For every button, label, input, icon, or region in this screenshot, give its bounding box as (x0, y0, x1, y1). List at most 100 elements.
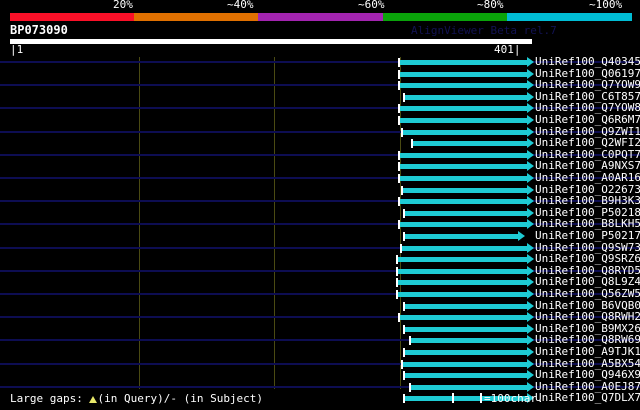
hit-label[interactable]: UniRef100_B8LKH5 (535, 217, 640, 231)
hit-bar[interactable] (400, 106, 527, 112)
hit-row[interactable]: UniRef100_Q8L9Z4 (0, 275, 640, 289)
hit-row[interactable]: UniRef100_Q9SW73 (0, 240, 640, 255)
hit-row[interactable]: UniRef100_C0PQT7 (0, 147, 640, 162)
hit-row[interactable]: UniRef100_Q6R6M7 (0, 113, 640, 127)
hit-label[interactable]: UniRef100_Q8L9Z4 (535, 275, 640, 289)
hit-bar[interactable] (400, 222, 527, 228)
hit-bar[interactable] (400, 164, 527, 170)
hit-label[interactable]: UniRef100_Q946X9 (535, 368, 640, 382)
hit-bar[interactable] (405, 94, 527, 100)
hit-label[interactable]: UniRef100_Q06197 (535, 66, 640, 80)
hit-label[interactable]: UniRef100_B6VQB0 (535, 298, 640, 312)
hit-label[interactable]: UniRef100_C0PQT7 (535, 147, 640, 161)
row-baseline (0, 385, 640, 388)
hit-bar[interactable] (400, 60, 527, 65)
hit-bar[interactable] (405, 373, 527, 379)
hit-bar[interactable] (398, 292, 527, 297)
hit-bar[interactable] (405, 350, 527, 355)
hit-label[interactable]: UniRef100_Q9SRZ6 (535, 252, 640, 266)
hit-row[interactable]: UniRef100_Q7YOW8 (0, 101, 640, 115)
hit-label[interactable]: UniRef100_Q6R6M7 (535, 113, 640, 126)
hit-row[interactable]: UniRef100_P50218 (0, 205, 640, 220)
hit-bar[interactable] (400, 83, 527, 89)
hit-label[interactable]: UniRef100_A0EJ87 (535, 379, 640, 393)
hit-label[interactable]: UniRef100_Q7YOW9 (535, 78, 640, 92)
hit-row[interactable]: UniRef100_Q7YOW9 (0, 78, 640, 92)
hit-label[interactable]: UniRef100_Q7DLX7 (535, 391, 640, 405)
hit-row[interactable]: UniRef100_B8LKH5 (0, 217, 640, 231)
hit-row[interactable]: UniRef100_A0AR16 (0, 171, 640, 185)
hit-bar[interactable] (405, 303, 527, 309)
hit-row[interactable]: UniRef100_B9H3K3 (0, 194, 640, 208)
hit-start-tick (403, 92, 405, 102)
hit-label[interactable]: UniRef100_Q8RW69 (535, 333, 640, 347)
hit-row[interactable]: UniRef100_A5BX54 (0, 356, 640, 371)
hit-label[interactable]: UniRef100_Q8RWH2 (535, 310, 640, 324)
hit-label[interactable]: UniRef100_O22673 (535, 182, 640, 196)
hit-row[interactable]: UniRef100_P50217 (0, 229, 640, 243)
row-baseline (0, 316, 640, 319)
hit-label[interactable]: UniRef100_B9MX26 (535, 321, 640, 335)
identity-scale-label-2: ~60% (358, 0, 385, 11)
hit-row[interactable]: UniRef100_Q9ZWI1 (0, 124, 640, 139)
hit-start-tick (396, 290, 398, 299)
hit-bar[interactable] (398, 268, 527, 274)
hit-start-tick (409, 336, 411, 346)
hit-row[interactable]: UniRef100_Q9SRZ6 (0, 252, 640, 266)
hit-start-tick (398, 58, 400, 67)
hit-row[interactable]: UniRef100_A9TJK1 (0, 345, 640, 359)
hit-label[interactable]: UniRef100_Q9SW73 (535, 240, 640, 254)
hit-bar[interactable] (400, 118, 527, 123)
hit-bar[interactable] (398, 280, 527, 286)
hit-label[interactable]: UniRef100_C6T857 (535, 89, 640, 103)
hit-bar[interactable] (403, 129, 527, 135)
row-baseline (0, 339, 640, 342)
hit-row[interactable]: UniRef100_A9NXS7 (0, 159, 640, 173)
hit-label[interactable]: UniRef100_A5BX54 (535, 356, 640, 370)
hit-row[interactable]: UniRef100_Q40345 (0, 55, 640, 69)
hit-row[interactable]: UniRef100_C6T857 (0, 89, 640, 104)
hit-label[interactable]: UniRef100_P50218 (535, 205, 640, 219)
hit-row[interactable]: UniRef100_B6VQB0 (0, 298, 640, 313)
hit-label[interactable]: UniRef100_Q56ZW5 (535, 287, 640, 300)
hit-row[interactable]: UniRef100_Q946X9 (0, 368, 640, 382)
hit-row[interactable]: UniRef100_Q8RWH2 (0, 310, 640, 324)
hit-bar[interactable] (398, 257, 527, 263)
hit-row[interactable]: UniRef100_O22673 (0, 182, 640, 197)
hit-bar[interactable] (400, 176, 527, 181)
hit-bar[interactable] (400, 152, 527, 158)
hit-label[interactable]: UniRef100_B9H3K3 (535, 194, 640, 208)
hit-label[interactable]: UniRef100_Q8RYD5 (535, 263, 640, 277)
hit-bar[interactable] (405, 234, 518, 239)
hit-label[interactable]: UniRef100_Q2WFI2 (535, 136, 640, 150)
hit-label[interactable]: UniRef100_Q7YOW8 (535, 101, 640, 115)
hit-bar[interactable] (403, 361, 527, 367)
hit-arrow-icon (527, 358, 534, 369)
hit-label[interactable]: UniRef100_Q40345 (535, 55, 640, 68)
hit-bar[interactable] (400, 71, 527, 77)
hit-label[interactable]: UniRef100_Q9ZWI1 (535, 124, 640, 138)
hit-bar[interactable] (400, 199, 527, 205)
hit-start-tick (403, 232, 405, 241)
hit-row[interactable]: UniRef100_Q56ZW5 (0, 287, 640, 301)
hit-arrow-icon (527, 381, 534, 392)
hit-label[interactable]: UniRef100_A9TJK1 (535, 345, 640, 358)
hit-bar[interactable] (400, 315, 527, 321)
hit-row[interactable]: UniRef100_B9MX26 (0, 321, 640, 336)
hit-row[interactable]: UniRef100_A0EJ87 (0, 379, 640, 394)
hit-bar[interactable] (411, 384, 527, 390)
hit-label[interactable]: UniRef100_P50217 (535, 229, 640, 242)
hit-row[interactable]: UniRef100_Q2WFI2 (0, 136, 640, 150)
hit-arrow-icon (527, 161, 534, 172)
hit-bar[interactable] (403, 187, 527, 193)
hit-row[interactable]: UniRef100_Q8RYD5 (0, 263, 640, 278)
hit-bar[interactable] (411, 338, 527, 344)
hit-bar[interactable] (405, 210, 527, 216)
hit-bar[interactable] (402, 245, 527, 251)
hit-row[interactable]: UniRef100_Q06197 (0, 66, 640, 81)
hit-bar[interactable] (413, 141, 527, 147)
hit-row[interactable]: UniRef100_Q8RW69 (0, 333, 640, 347)
hit-label[interactable]: UniRef100_A0AR16 (535, 171, 640, 184)
hit-label[interactable]: UniRef100_A9NXS7 (535, 159, 640, 173)
hit-bar[interactable] (405, 326, 527, 332)
